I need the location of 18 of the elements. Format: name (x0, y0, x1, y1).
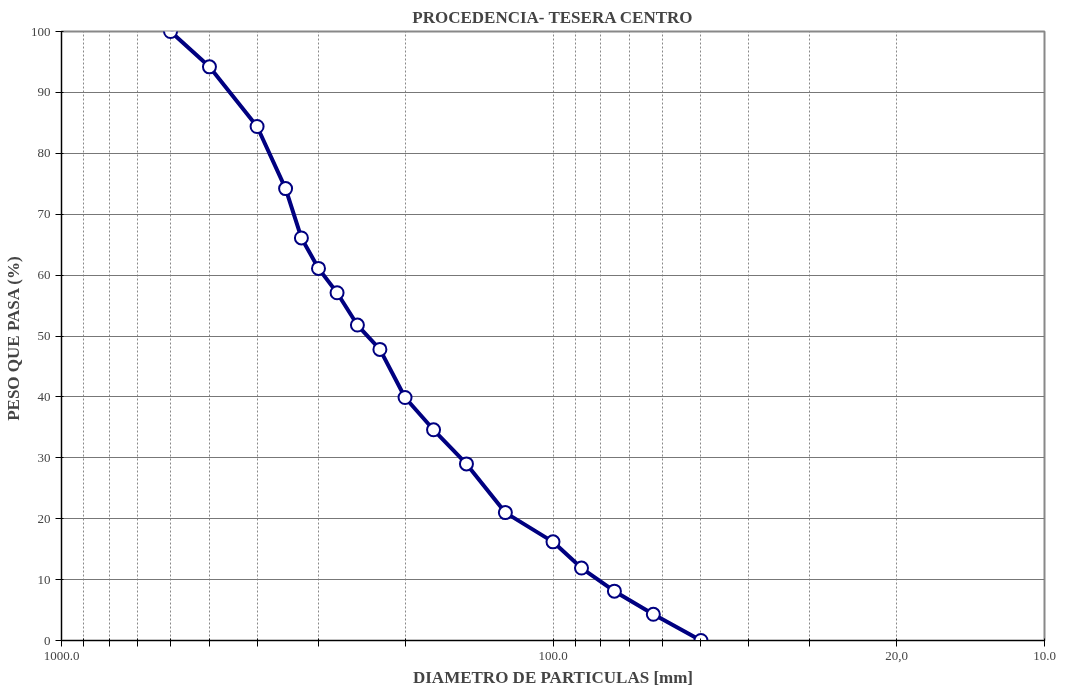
y-tick-label: 90 (37, 84, 51, 100)
y-tick-label: 20 (37, 510, 51, 526)
y-tick-label: 60 (37, 267, 51, 283)
x-tick-label: 1000.0 (43, 647, 80, 663)
y-tick-label: 100 (31, 23, 51, 39)
chart-title: PROCEDENCIA- TESERA CENTRO (412, 7, 693, 27)
y-tick-label: 50 (37, 328, 51, 343)
y-tick-label: 70 (37, 206, 51, 222)
y-tick-label: 40 (37, 388, 51, 404)
y-tick-label: 30 (37, 449, 51, 465)
y-tick-label: 10 (37, 571, 51, 587)
x-tick-label: 10.0 (1033, 647, 1056, 663)
y-axis-title: PESO QUE PASA (%) (4, 256, 23, 421)
x-tick-label: 100.0 (538, 647, 568, 663)
y-tick-label: 80 (37, 145, 51, 161)
x-axis-title: DIAMETRO DE PARTICULAS [mm] (412, 667, 694, 687)
y-tick-label: 0 (44, 632, 51, 648)
x-tick-label: 20,0 (885, 647, 908, 663)
